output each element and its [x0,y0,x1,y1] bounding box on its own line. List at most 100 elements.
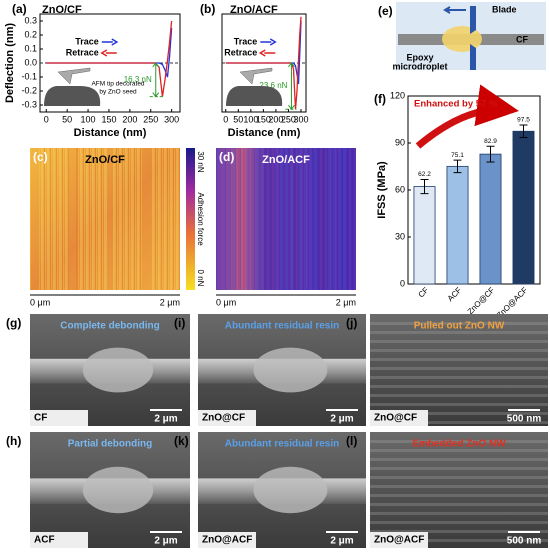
sample-box [370,410,428,426]
y-axis-label: IFSS (MPa) [376,161,388,219]
sem-image [370,314,548,426]
map-texture [217,148,220,290]
map-texture [283,148,284,290]
error-bar [486,145,495,163]
x-tick-label: 200 [268,114,283,124]
x-tick-label: 100 [243,114,258,124]
x-tick-label: ACF [446,285,464,303]
map-texture [253,148,255,290]
map-texture [156,148,157,290]
sem-texture [370,376,548,379]
map-texture [280,148,283,290]
map-texture [125,148,128,290]
map-texture [256,148,259,290]
map-texture [45,148,46,290]
map-texture [39,148,40,290]
map-texture [335,148,337,290]
colorbar-label: Adhesion force [196,192,205,246]
sample-label: ZnO@CF [202,413,245,424]
panel-label: (c) [33,150,48,164]
bar [446,165,469,285]
map-texture [86,148,89,290]
sem-texture [370,412,548,415]
map-texture [327,148,328,290]
y-tick-label: -0.2 [21,85,37,95]
map-texture [277,148,279,290]
panel-label: (i) [174,316,185,330]
sem-texture [370,467,548,470]
sem-texture [370,385,548,388]
x-tick-label: 250 [143,114,158,124]
substrate [44,86,101,106]
map-texture [67,148,69,290]
x-axis-label: Distance (nm) [228,127,301,139]
chart-title: ZnO/CF [42,4,82,16]
map-texture [341,148,342,290]
map-texture [293,148,294,290]
sem-caption: Abundant residual resin [225,321,339,332]
map-texture [224,148,226,290]
sem-texture [370,530,548,533]
sem-texture [370,340,548,343]
scale-label: 2 μm [154,536,177,547]
map-texture [288,148,289,290]
map-texture [59,148,62,290]
map-texture [254,148,255,290]
map-texture [176,148,179,290]
map-texture [296,148,298,290]
y-axis-label: Deflection (nm) [4,23,16,103]
map-texture [351,148,352,290]
sem-caption: Partial debonding [68,439,152,450]
map-texture [269,148,270,290]
sem-texture [370,485,548,488]
map-texture [309,148,312,290]
map-texture [235,148,236,290]
map-texture [219,148,221,290]
x-tick-label: 0 [223,114,228,124]
x-end: 2 μm [160,297,180,307]
map-texture [168,148,169,290]
map-texture [53,148,56,290]
map-texture [299,148,302,290]
legend-label: Trace [75,36,99,46]
sem-caption: Complete debonding [60,321,159,332]
sample-label: ZnO@ACF [202,535,252,546]
panel-label: (k) [174,434,189,448]
map-texture [325,148,327,290]
sem-caption: Abundant residual resin [225,439,339,450]
value-label: 97.5 [517,117,530,124]
series-line [46,20,173,97]
droplet-label: Epoxy [406,52,433,62]
map-texture [152,148,155,290]
panel-label: (e) [378,4,393,18]
sem-texture [370,476,548,479]
sem-texture [370,503,548,506]
chart-title: ZnO/ACF [230,4,278,16]
x-tick-label: 150 [256,114,271,124]
sem-texture [370,512,548,515]
x-tick-label: 50 [233,114,243,124]
scale-label: 2 μm [154,414,177,425]
map-texture [170,148,173,290]
map-texture [248,148,250,290]
map-texture [135,148,136,290]
blade [470,6,476,70]
bar [479,153,502,285]
map-texture [133,148,135,290]
map-texture [301,148,303,290]
map-texture [123,148,124,290]
map-texture [162,148,163,290]
sem-texture [370,521,548,524]
x-tick-label: 150 [101,114,116,124]
map-texture [41,148,44,290]
map-texture [267,148,269,290]
map-texture [333,148,336,290]
sample-box [370,532,428,548]
sem-resin [82,466,154,514]
error-bar [519,124,528,139]
error-bar [453,159,462,174]
map-texture [119,148,122,290]
map-texture [158,148,161,290]
map-texture [172,148,174,290]
tip-note: AFM tip decorated [91,81,144,88]
